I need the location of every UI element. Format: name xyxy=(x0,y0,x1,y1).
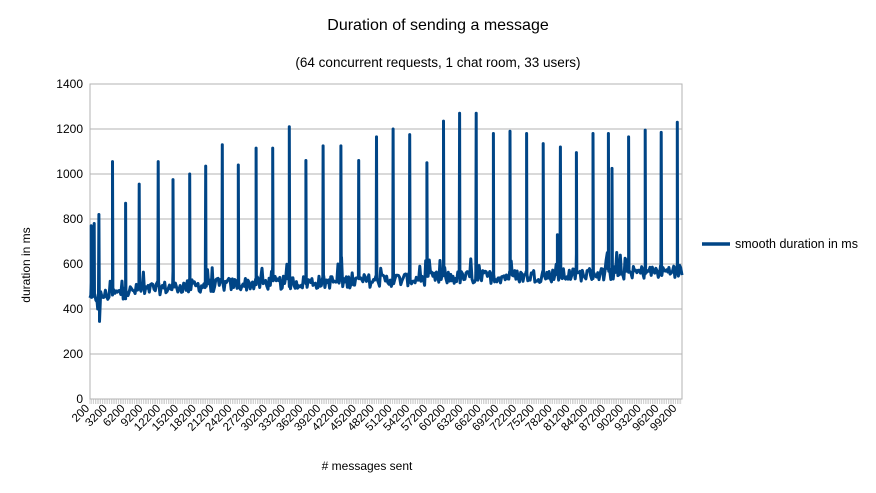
peak-point xyxy=(660,131,663,134)
peak-point xyxy=(237,163,240,167)
peak-point xyxy=(271,146,274,150)
peak-point xyxy=(591,132,595,135)
peak-point xyxy=(89,224,93,227)
y-tick-label: 1200 xyxy=(56,122,83,136)
peak-point xyxy=(304,159,308,162)
y-tick-label: 400 xyxy=(63,302,83,316)
y-tick-label: 1000 xyxy=(56,167,83,181)
peak-point xyxy=(610,167,614,170)
chart-subtitle: (64 concurrent requests, 1 chat room, 33… xyxy=(295,55,580,70)
peak-point xyxy=(124,202,127,205)
peak-point xyxy=(111,160,114,163)
peak-point xyxy=(92,222,96,225)
peak-point xyxy=(607,132,610,135)
peak-point xyxy=(188,172,191,176)
peak-point xyxy=(541,142,545,145)
y-tick-label: 600 xyxy=(63,257,83,271)
x-axis-label: # messages sent xyxy=(322,459,413,473)
peak-point xyxy=(508,130,512,133)
peak-point xyxy=(559,145,562,149)
peak-point xyxy=(525,132,528,135)
chart-title: Duration of sending a message xyxy=(327,17,549,34)
peak-point xyxy=(221,143,224,146)
peak-point xyxy=(171,178,175,181)
peak-point xyxy=(676,121,679,124)
peak-point xyxy=(474,112,478,115)
y-tick-label: 200 xyxy=(63,347,83,361)
peak-point xyxy=(138,182,141,186)
peak-point xyxy=(556,233,559,236)
y-tick-label: 1400 xyxy=(56,77,83,91)
peak-point xyxy=(442,119,445,123)
legend: smooth duration in ms xyxy=(702,237,858,251)
peak-point xyxy=(339,144,343,148)
peak-point xyxy=(575,151,578,154)
peak-point xyxy=(627,135,630,139)
peak-point xyxy=(357,159,360,162)
peak-point xyxy=(254,146,258,150)
peak-point xyxy=(391,127,395,131)
peak-point xyxy=(644,128,647,132)
peak-point xyxy=(375,135,378,139)
peak-point xyxy=(157,160,160,163)
plot-area: 0200400600800100012001400200320062009200… xyxy=(56,77,684,434)
series-line xyxy=(88,111,684,323)
y-tick-label: 0 xyxy=(76,392,83,406)
peak-point xyxy=(425,161,429,164)
peak-point xyxy=(458,112,461,115)
peak-point xyxy=(204,164,207,168)
legend-label: smooth duration in ms xyxy=(735,237,858,251)
y-axis-label: duration in ms xyxy=(19,227,33,302)
peak-point xyxy=(288,125,291,128)
peak-point xyxy=(321,144,325,148)
x-axis-ticks xyxy=(89,399,682,404)
peak-point xyxy=(492,132,495,135)
y-tick-label: 800 xyxy=(63,212,83,226)
peak-point xyxy=(408,133,411,136)
peak-point xyxy=(97,213,101,216)
